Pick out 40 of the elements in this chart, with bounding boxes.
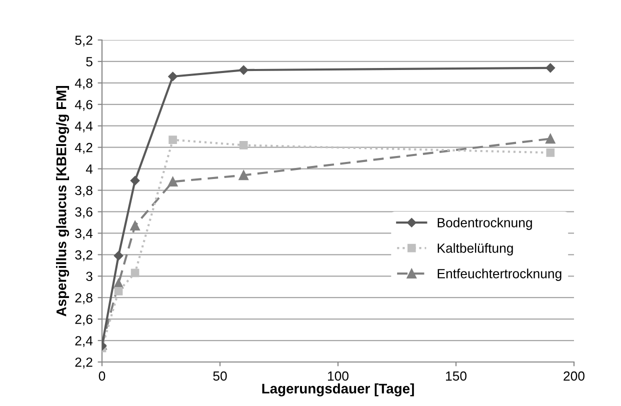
y-tick-label: 5,2	[75, 36, 92, 46]
legend-label: Bodentrocknung	[438, 218, 532, 230]
legend-label: Kaltbelüftung	[438, 243, 513, 256]
point	[168, 72, 178, 82]
x-tick-label: 150	[446, 371, 466, 381]
y-tick-label: 3,6	[75, 207, 92, 218]
point	[546, 134, 556, 144]
y-tick-label: 3,2	[75, 250, 92, 262]
x-tick-label: 100	[328, 371, 348, 381]
x-axis-title: Lagerungsdauer [Tage]	[262, 383, 414, 396]
y-tick-label: 4	[86, 164, 93, 174]
y-tick-label: 2,6	[75, 314, 92, 326]
y-tick-label: 3,4	[75, 228, 93, 240]
point	[168, 176, 178, 187]
point	[114, 251, 124, 260]
x-tick-label: 0	[98, 371, 106, 381]
point	[546, 148, 555, 157]
point	[130, 268, 140, 278]
point	[130, 176, 140, 186]
y-tick-label: 4,2	[74, 142, 92, 154]
y-tick-label: 4,8	[74, 78, 92, 90]
point	[130, 220, 140, 231]
point	[114, 286, 123, 296]
y-tick-label: 2,4	[75, 336, 93, 348]
point	[546, 63, 556, 73]
y-tick-label: 5	[86, 57, 92, 66]
point	[238, 170, 248, 180]
x-tick-label: 200	[564, 371, 584, 381]
y-axis-title: Aspergillus glaucus [KBElog/g FM]	[56, 86, 70, 316]
y-tick-label: 4,4	[74, 122, 93, 132]
point	[168, 136, 177, 144]
y-tick-label: 2,2	[75, 358, 92, 368]
y-tick-label: 3	[86, 272, 92, 282]
y-tick-label: 4,6	[74, 100, 92, 111]
y-tick-label: 2,8	[75, 293, 92, 304]
legend-label: Entfeuchtertrocknung	[438, 268, 562, 281]
y-tick-label: 3,8	[75, 186, 92, 197]
x-tick-label: 50	[213, 371, 227, 381]
point	[239, 141, 248, 150]
point	[238, 65, 248, 75]
